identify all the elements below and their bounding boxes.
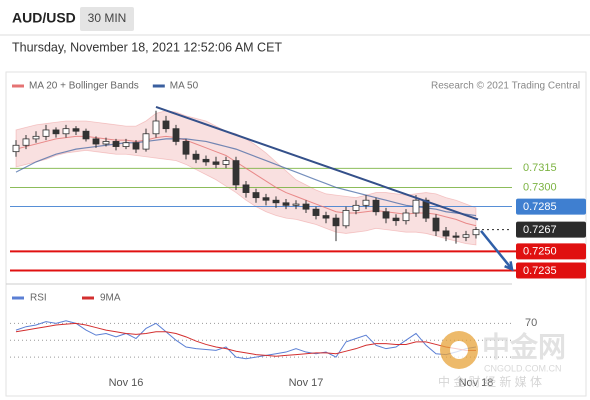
legend-label: MA 20 + Bollinger Bands (29, 81, 139, 92)
candle-body (332, 217, 340, 227)
candle-body (102, 141, 110, 145)
candle-body (352, 204, 360, 211)
candle-body (192, 153, 200, 160)
candle-body (212, 161, 220, 165)
candle-body (22, 138, 30, 146)
candle-body (272, 199, 280, 204)
interval: 30 MIN (88, 11, 127, 25)
moving-average (15, 135, 477, 227)
forecast-arrow (480, 230, 513, 271)
candle-body (322, 215, 330, 219)
candle-body (122, 142, 130, 147)
watermark: 中金网 CNGOLD.COM.CN 中 金 财 经 新 媒 体 (438, 330, 566, 389)
candle-body (62, 128, 70, 135)
candle-body (112, 141, 120, 147)
candle-body (432, 217, 440, 232)
candle-body (362, 199, 370, 206)
level-label: 0.7250 (523, 246, 557, 258)
candle-body (162, 120, 170, 130)
candle-body (442, 230, 450, 237)
watermark-tagline: 中 金 财 经 新 媒 体 (438, 374, 542, 389)
candle-body (72, 128, 80, 132)
plot: MA 20 + Bollinger Bands MA 50 0.7315 0.7300… (10, 81, 586, 389)
level-label: 0.7315 (523, 162, 557, 174)
indicator-line (15, 322, 476, 357)
candle-body (262, 197, 270, 201)
candle-body (132, 142, 140, 150)
x-tick-label: Nov 18 (459, 377, 494, 389)
level-label: 0.7300 (523, 181, 557, 193)
x-tick-label: Nov 17 (289, 377, 324, 389)
legend-label: MA 50 (170, 81, 199, 92)
level-label-box (516, 262, 586, 279)
level-label-box (516, 198, 586, 215)
candle-body (42, 129, 50, 137)
candle-body (342, 210, 350, 227)
trendline (155, 106, 479, 221)
candle-body (472, 229, 480, 236)
level-label: 0.7285 (523, 201, 557, 213)
candle-body (462, 234, 470, 238)
candle-body (172, 128, 180, 142)
candle-body (92, 138, 100, 145)
interval-badge (80, 7, 134, 31)
level-label: 0.7235 (523, 265, 557, 277)
timestamp: Thursday, November 18, 2021 12:52:06 AM … (12, 40, 282, 54)
candle-body (282, 202, 290, 206)
x-tick-label: Nov 16 (109, 377, 144, 389)
candle-body (452, 235, 460, 238)
symbol: AUD/USD (12, 10, 76, 26)
candle-body (372, 199, 380, 213)
candle-body (152, 120, 160, 135)
candle-body (302, 203, 310, 210)
candle-body (12, 144, 20, 153)
level-label-box (516, 243, 586, 260)
candle-body (312, 208, 320, 216)
candle-body (242, 184, 250, 193)
watermark-domain: CNGOLD.COM.CN (484, 363, 562, 373)
candle-body (52, 129, 60, 135)
candle-body (202, 158, 210, 163)
candle-body (232, 160, 240, 186)
candle-body (412, 199, 420, 214)
candle-body (222, 160, 230, 165)
candle-body (82, 130, 90, 140)
candle-body (402, 212, 410, 222)
candle-body (252, 192, 260, 199)
bollinger-band (15, 110, 477, 246)
candle-body (392, 217, 400, 222)
candle-body (142, 133, 150, 150)
credit: Research © 2021 Trading Central (431, 81, 580, 92)
y-tick-label: 70 (525, 317, 537, 329)
level-label-box (516, 221, 586, 238)
watermark-icon-inner (450, 341, 468, 359)
candle-body (32, 135, 40, 140)
legend-label: RSI (30, 293, 47, 304)
forecast-arrowhead (504, 261, 514, 272)
candle-body (292, 203, 300, 206)
legend-label: 9MA (100, 293, 121, 304)
watermark-logo: 中金网 (482, 330, 566, 362)
level-label: 0.7267 (523, 224, 557, 236)
moving-average (15, 138, 477, 217)
candle-body (382, 211, 390, 219)
candle-body (182, 141, 190, 155)
